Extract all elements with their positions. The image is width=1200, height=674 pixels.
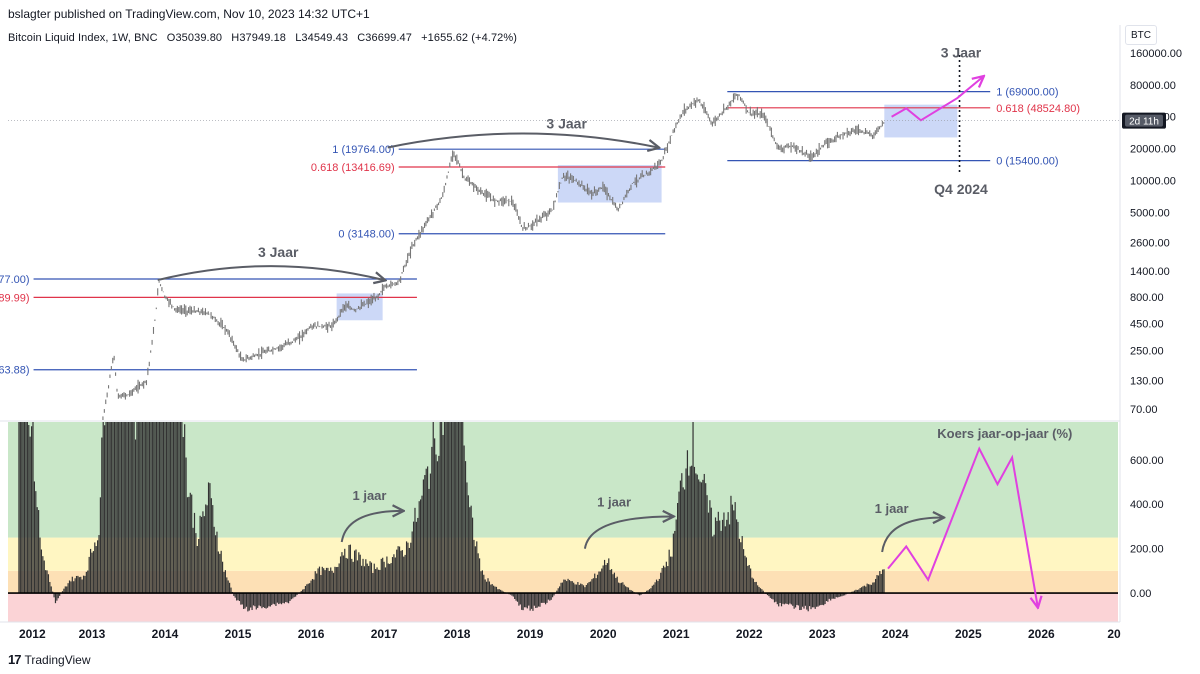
osc-zone-orange xyxy=(8,570,1118,594)
time-tick-label: 2023 xyxy=(809,627,836,641)
price-tick-label: 450.00 xyxy=(1130,318,1164,330)
fib-level-label: 0 (15400.00) xyxy=(996,156,1058,168)
oscillator-tick-label: 0.00 xyxy=(1130,588,1151,600)
countdown-badge: 2d 11h xyxy=(1129,117,1159,128)
time-tick-label: 2013 xyxy=(79,627,106,641)
cycle-curved-arrow xyxy=(583,516,673,549)
annotation-label: 3 Jaar xyxy=(258,244,299,260)
price-tick-label: 800.00 xyxy=(1130,292,1164,304)
cycle-curved-arrow xyxy=(340,511,403,543)
low-value: L34549.43 xyxy=(295,32,349,44)
tradingview-name: TradingView xyxy=(24,652,91,667)
cycle-arrow xyxy=(157,265,384,280)
time-tick-label: 2012 xyxy=(19,627,46,641)
price-tick-label: 2600.00 xyxy=(1130,238,1170,250)
fib-level-label: 1 (1177.00) xyxy=(0,274,30,286)
price-series xyxy=(102,93,885,420)
fib-level-label: 0.618 (13416.69) xyxy=(311,162,395,174)
symbol-legend: Bitcoin Liquid Index, 1W, BNC O35039.80 … xyxy=(8,32,523,44)
annotation-label: 3 Jaar xyxy=(941,44,982,60)
price-tick-label: 80000.00 xyxy=(1130,80,1176,92)
price-tick-label: 160000.00 xyxy=(1130,48,1182,60)
price-tick-label: 10000.00 xyxy=(1130,176,1176,188)
price-projection-path xyxy=(891,77,983,122)
change-value: +1655.62 (+4.72%) xyxy=(421,32,518,44)
time-tick-label: 2020 xyxy=(590,627,617,641)
fib-level-label: 1 (19764.00) xyxy=(332,144,394,156)
price-tick-label: 5000.00 xyxy=(1130,207,1170,219)
price-tick-label: 130.00 xyxy=(1130,375,1164,387)
time-tick-label: 2026 xyxy=(1028,627,1055,641)
fib-level-label: 0 (163.88) xyxy=(0,365,30,377)
annotation-label: 1 jaar xyxy=(875,501,909,516)
annotation-label: Q4 2024 xyxy=(934,181,988,197)
high-value: H37949.18 xyxy=(231,32,287,44)
time-tick-label: 20 xyxy=(1107,627,1121,641)
yoy-histogram xyxy=(18,422,885,612)
annotation-label: 1 jaar xyxy=(352,488,386,503)
time-tick-label: 2017 xyxy=(371,627,398,641)
time-tick-label: 2019 xyxy=(517,627,544,641)
fib-level-label: 0.618 (48524.80) xyxy=(996,103,1080,115)
open-value: O35039.80 xyxy=(166,32,223,44)
time-tick-label: 2021 xyxy=(663,627,690,641)
published-line: bslagter published on TradingView.com, N… xyxy=(8,7,370,21)
time-tick-label: 2016 xyxy=(298,627,325,641)
currency-badge[interactable]: BTC xyxy=(1125,25,1157,45)
price-tick-label: 20000.00 xyxy=(1130,144,1176,156)
oscillator-tick-label: 200.00 xyxy=(1130,544,1164,556)
tradingview-brand[interactable]: 17 TradingView xyxy=(8,652,91,667)
tradingview-logo-icon: 17 xyxy=(8,652,22,667)
yoy-projection-path xyxy=(887,446,1038,607)
price-tick-label: 250.00 xyxy=(1130,345,1164,357)
price-tick-label: 1400.00 xyxy=(1130,266,1170,278)
cycle-curved-arrow xyxy=(881,518,943,553)
oscillator-title: Koers jaar-op-jaar (%) xyxy=(937,426,1072,441)
oscillator-tick-label: 600.00 xyxy=(1130,455,1164,467)
price-tick-label: 70.00 xyxy=(1130,404,1158,416)
fib-level-label: 0 (3148.00) xyxy=(338,229,394,241)
symbol-name[interactable]: Bitcoin Liquid Index, 1W, BNC xyxy=(8,32,158,44)
annotation-label: 3 Jaar xyxy=(546,115,587,131)
countdown-tag xyxy=(1125,114,1163,127)
time-tick-label: 2025 xyxy=(955,627,982,641)
annotation-label: 1 jaar xyxy=(597,494,631,509)
time-tick-label: 2014 xyxy=(152,627,179,641)
osc-zone-red xyxy=(8,593,1118,622)
fib-level-label: 1 (69000.00) xyxy=(996,87,1058,99)
close-value: C36699.47 xyxy=(357,32,412,44)
fib-level-label: 0.618 (789.99) xyxy=(0,292,30,304)
time-tick-label: 2018 xyxy=(444,627,471,641)
cycle-arrow xyxy=(387,132,658,147)
time-tick-label: 2015 xyxy=(225,627,252,641)
time-tick-label: 2024 xyxy=(882,627,909,641)
oscillator-tick-label: 400.00 xyxy=(1130,499,1164,511)
time-tick-label: 2022 xyxy=(736,627,763,641)
